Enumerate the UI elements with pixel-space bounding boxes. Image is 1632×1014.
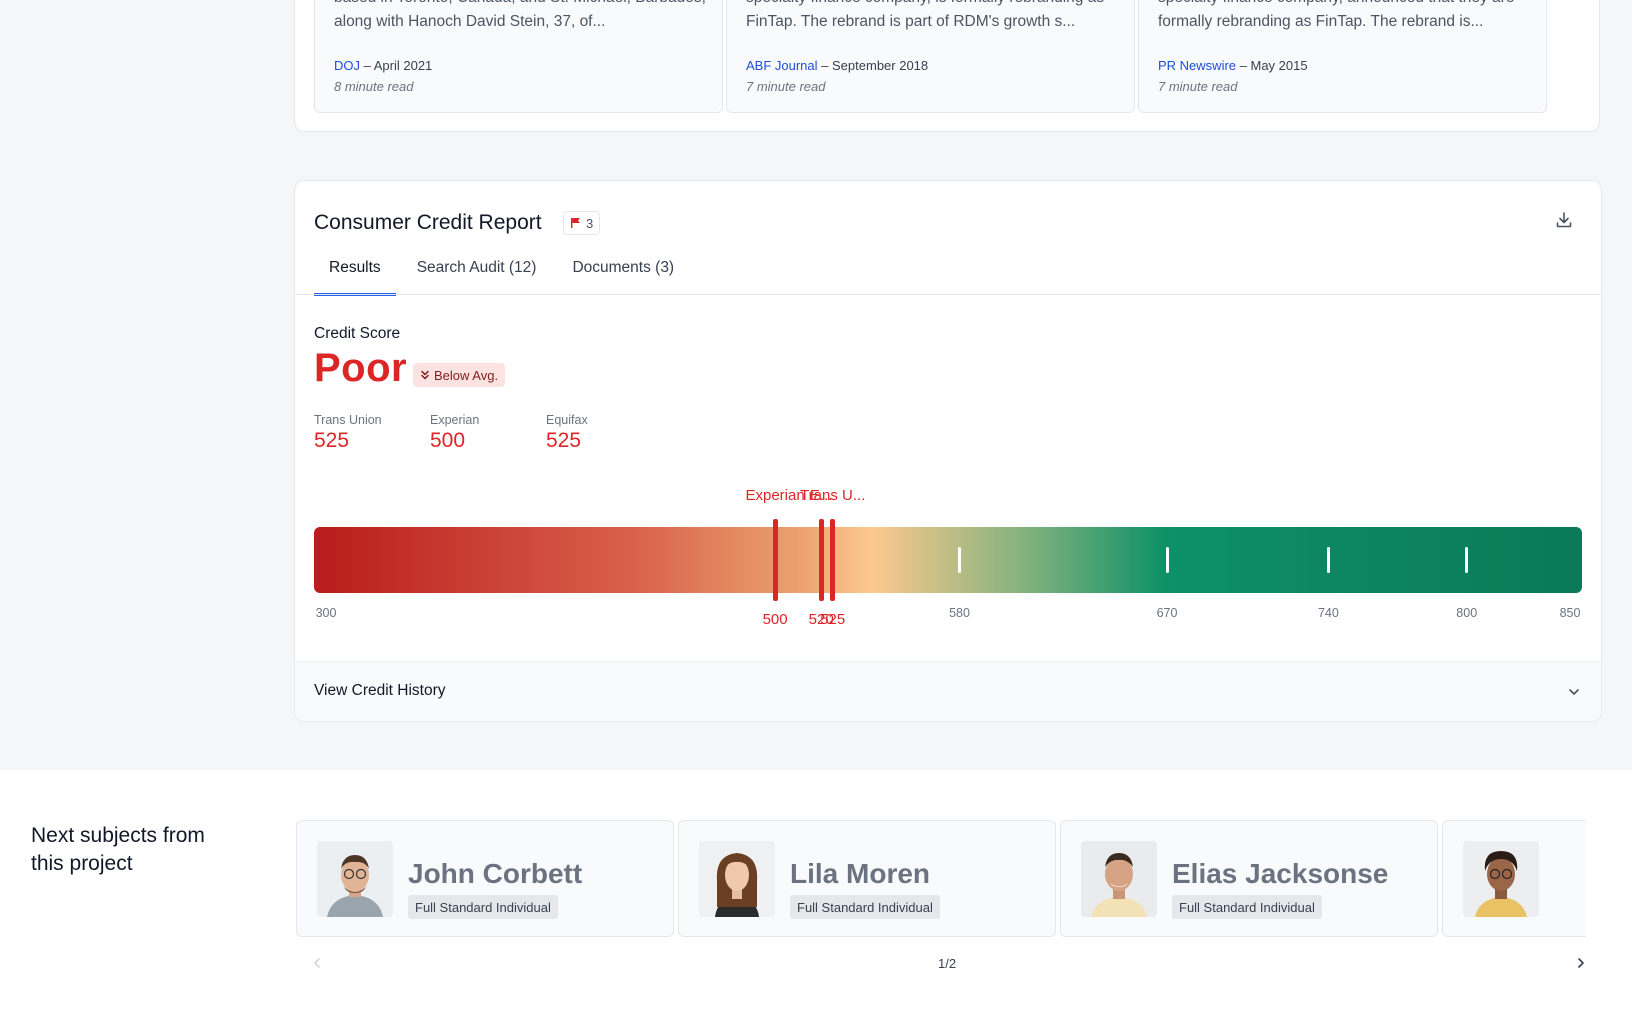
news-separator: – [360, 58, 374, 73]
subject-type-tag: Full Standard Individual [790, 895, 940, 919]
marker-label: Experian [745, 487, 805, 504]
gauge-tick [1326, 547, 1330, 573]
flag-badge: 3 [563, 211, 601, 235]
news-source-link[interactable]: ABF Journal [746, 58, 818, 73]
news-separator: – [817, 58, 833, 73]
marker-value: 520 [808, 611, 834, 628]
marker-label: Trans U... [800, 487, 866, 504]
subject-card[interactable]: Lila Moren Full Standard Individual [678, 820, 1056, 937]
news-source-link[interactable]: DOJ [334, 58, 360, 73]
bureau-trans-union: Trans Union 525 [314, 413, 382, 453]
score-marker [818, 519, 824, 601]
chevron-down-icon[interactable] [1567, 685, 1581, 699]
subject-card[interactable] [1442, 820, 1586, 937]
bureau-name: Equifax [546, 413, 588, 427]
gauge-tick [958, 547, 962, 573]
bureau-score: 525 [314, 429, 350, 452]
marker-label: E... [809, 487, 833, 504]
bureau-score: 500 [430, 429, 466, 452]
chevron-left-icon[interactable] [310, 956, 324, 970]
view-credit-history-label: View Credit History [314, 682, 446, 699]
news-date: May 2015 [1250, 58, 1308, 73]
pager-indicator: 1/2 [938, 956, 957, 971]
download-icon[interactable] [1555, 211, 1573, 229]
credit-score-gradient-bar [314, 527, 1582, 593]
scale-label: 850 [1559, 606, 1581, 620]
subject-card[interactable]: John Corbett Full Standard Individual [296, 820, 674, 937]
next-subjects-title: Next subjects from this project [31, 824, 205, 875]
news-excerpt: specialty finance company, announced tha… [1158, 0, 1514, 30]
tabs-divider [295, 294, 1601, 295]
credit-report-panel: Consumer Credit Report 3 Results Search … [294, 180, 1602, 722]
flag-icon [571, 218, 580, 228]
news-separator: – [1236, 58, 1251, 73]
chevron-right-icon[interactable] [1574, 956, 1588, 970]
news-source-line: DOJ – April 2021 [334, 58, 432, 73]
gauge-tick [1465, 547, 1469, 573]
avatar [317, 841, 393, 917]
news-card[interactable]: specialty finance company, announced tha… [1138, 0, 1547, 113]
avatar [1081, 841, 1157, 917]
credit-score-rating: Poor [314, 346, 408, 390]
scale-label: 800 [1456, 606, 1478, 620]
news-source-line: PR Newswire – May 2015 [1158, 58, 1308, 73]
bureau-experian: Experian 500 [430, 413, 479, 453]
marker-value: 525 [820, 611, 846, 628]
next-subjects-section: Next subjects from this project John Cor… [0, 770, 1632, 1014]
score-marker [830, 519, 836, 601]
below-average-badge: Below Avg. [413, 363, 506, 387]
marker-value: 500 [762, 611, 788, 628]
subject-type-tag: Full Standard Individual [408, 895, 558, 919]
news-date: April 2021 [373, 58, 433, 73]
news-date: September 2018 [832, 58, 929, 73]
flag-count: 3 [586, 215, 594, 231]
subject-type-tag: Full Standard Individual [1172, 895, 1322, 919]
subject-name: Lila Moren [790, 858, 931, 889]
news-read-time: 7 minute read [746, 79, 826, 94]
news-read-time: 7 minute read [1158, 79, 1238, 94]
news-excerpt: based in Toronto, Canada, and St. Michae… [334, 0, 706, 30]
avatar [699, 841, 775, 917]
news-card[interactable]: based in Toronto, Canada, and St. Michae… [314, 0, 723, 113]
subject-name: John Corbett [408, 858, 583, 889]
credit-report-title: Consumer Credit Report [314, 211, 542, 234]
double-chevron-down-icon [421, 370, 429, 380]
subject-card[interactable]: Elias Jacksonse Full Standard Individual [1060, 820, 1438, 937]
gauge-tick [1165, 547, 1169, 573]
avatar [1463, 841, 1539, 917]
bureau-name: Trans Union [314, 413, 382, 427]
bureau-name: Experian [430, 413, 480, 427]
news-source-link[interactable]: PR Newswire [1158, 58, 1237, 73]
scale-label: 580 [949, 606, 970, 620]
subject-name: Elias Jacksonse [1172, 858, 1389, 889]
tab-results[interactable]: Results [314, 259, 396, 296]
bureau-equifax: Equifax 525 [546, 413, 588, 453]
scale-label: 740 [1317, 606, 1339, 620]
tab-bar: Results Search Audit (12) Documents (3) [314, 259, 695, 296]
news-card[interactable]: specialty finance company, is formally r… [726, 0, 1135, 113]
credit-score-gauge [314, 519, 1582, 601]
news-read-time: 8 minute read [334, 79, 414, 94]
scale-label: 300 [315, 606, 337, 620]
view-credit-history-row[interactable]: View Credit History [295, 661, 1601, 721]
below-average-text: Below Avg. [434, 367, 499, 383]
news-excerpt: specialty finance company, is formally r… [746, 0, 1104, 30]
news-source-line: ABF Journal – September 2018 [746, 58, 928, 73]
credit-score-label: Credit Score [314, 325, 401, 342]
tab-documents[interactable]: Documents (3) [572, 259, 675, 276]
scale-label: 670 [1156, 606, 1178, 620]
score-marker [772, 519, 778, 601]
news-panel: based in Toronto, Canada, and St. Michae… [294, 0, 1600, 132]
tab-search-audit[interactable]: Search Audit (12) [416, 259, 537, 276]
bureau-score: 525 [546, 429, 582, 452]
subjects-carousel: John Corbett Full Standard Individual Li… [296, 820, 1586, 938]
